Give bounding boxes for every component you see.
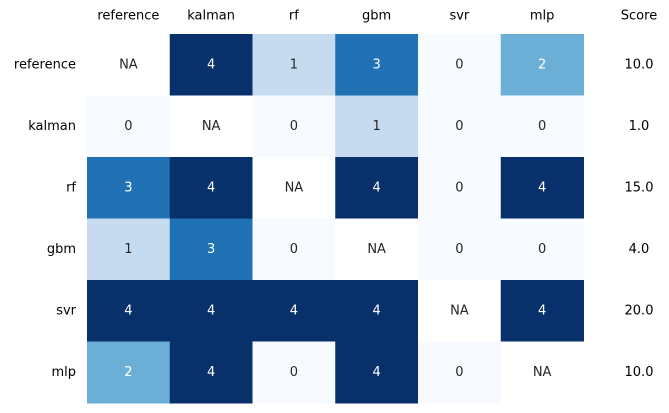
score-value: 4.0 [629,242,650,257]
heatmap-cell [87,157,171,219]
heatmap-cell [335,95,419,158]
cell-value-label: NA [119,57,138,72]
heatmap-cell [500,157,584,219]
cell-value-label: 0 [455,57,463,72]
heatmap-cell [87,280,171,342]
heatmap-cell [252,34,336,96]
row-tick-label: mlp [51,365,76,380]
heatmap-cell [87,341,171,404]
heatmap-cell [169,341,253,404]
heatmap-cell [169,157,253,219]
heatmap-cell [335,34,419,96]
column-labels: reference kalman rf gbm svr mlp [97,9,554,24]
heatmap-cell [418,280,502,342]
cell-value-label: 4 [372,365,380,380]
row-labels: reference kalman rf gbm svr mlp [14,57,77,380]
heatmap-cell [500,341,584,404]
heatmap-cell [87,95,171,158]
column-tick-label: gbm [362,9,391,24]
heatmap-cell [500,218,584,281]
cell-value-label: 4 [207,303,215,318]
heatmap-cell [500,280,584,342]
cell-value-label: 0 [290,365,298,380]
cell-value-label: 4 [124,303,132,318]
row-tick-label: svr [56,303,76,318]
heatmap-cell [169,218,253,281]
score-column: Score 10.0 1.0 15.0 4.0 20.0 10.0 [621,9,657,380]
heatmap-cell [169,95,253,158]
cell-value-label: 4 [207,365,215,380]
heatmap-cell [418,34,502,96]
heatmap-cell [500,34,584,96]
cell-value-label: NA [202,119,221,134]
cell-value-label: 3 [207,242,215,257]
cell-value-label: 1 [372,119,380,134]
score-value: 15.0 [625,180,654,195]
heatmap-cells: NA 4 1 3 0 2 0 NA 0 1 0 0 3 4 NA 4 0 4 1 3 0 NA 0 0 4 4 4 4 NA 4 2 4 0 4 0… [87,34,584,404]
cell-value-label: 4 [290,303,298,318]
cell-value-label: NA [533,365,552,380]
cell-value-label: NA [285,180,304,195]
cell-value-label: 0 [455,242,463,257]
heatmap-cell [252,218,336,281]
column-tick-label: reference [97,9,159,24]
cell-value-label: 1 [124,242,132,257]
cell-value-label: 1 [290,57,298,72]
heatmap-cell [87,218,171,281]
row-tick-label: reference [14,57,76,72]
cell-value-label: NA [450,303,469,318]
cell-value-label: 0 [455,180,463,195]
heatmap-cell [87,34,171,96]
cell-value-label: 4 [538,303,546,318]
cell-value-label: 0 [455,365,463,380]
heatmap-cell [335,218,419,281]
heatmap-cell [252,95,336,158]
heatmap-cell [252,280,336,342]
heatmap-cell [335,280,419,342]
row-tick-label: kalman [28,119,76,134]
score-header: Score [621,9,657,24]
column-tick-label: kalman [187,9,235,24]
cell-value-label: 0 [290,242,298,257]
column-tick-label: rf [289,9,299,24]
cell-value-label: 0 [124,119,132,134]
cell-value-label: 0 [538,242,546,257]
heatmap-cell [169,280,253,342]
heatmap-cell [252,157,336,219]
heatmap-cell [500,95,584,158]
column-tick-label: mlp [530,9,555,24]
score-value: 10.0 [625,365,654,380]
column-tick-label: svr [449,9,469,24]
cell-value-label: 2 [538,57,546,72]
cell-value-label: 0 [538,119,546,134]
heatmap-cell [418,341,502,404]
cell-value-label: 2 [124,365,132,380]
row-tick-label: gbm [47,242,76,257]
heatmap-cell [418,95,502,158]
score-value: 1.0 [629,119,650,134]
heatmap-cell [418,157,502,219]
row-tick-label: rf [66,180,76,195]
cell-value-label: 4 [538,180,546,195]
score-value: 10.0 [625,57,654,72]
score-value: 20.0 [625,303,654,318]
heatmap-cell [169,34,253,96]
cell-value-label: 3 [372,57,380,72]
heatmap-cell [418,218,502,281]
cell-value-label: 0 [290,119,298,134]
heatmap-cell [335,157,419,219]
cell-value-label: 4 [207,180,215,195]
cell-value-label: 3 [124,180,132,195]
cell-value-label: 4 [372,303,380,318]
cell-value-label: 0 [455,119,463,134]
cell-value-label: 4 [372,180,380,195]
heatmap-cell [252,341,336,404]
heatmap-cell [335,341,419,404]
cell-value-label: 4 [207,57,215,72]
cell-value-label: NA [367,242,386,257]
